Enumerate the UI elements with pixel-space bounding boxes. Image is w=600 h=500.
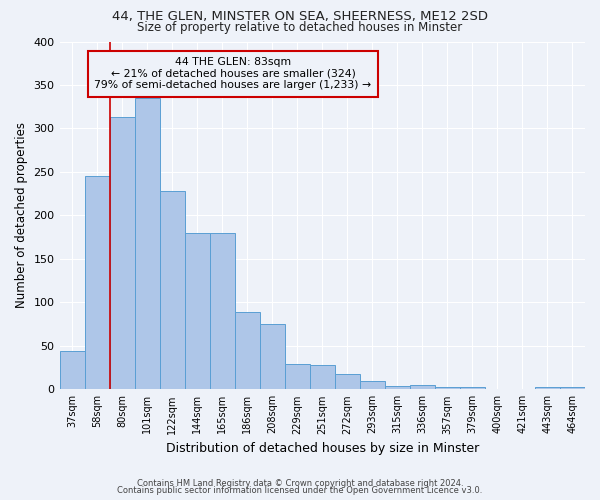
Y-axis label: Number of detached properties: Number of detached properties	[15, 122, 28, 308]
Text: 44, THE GLEN, MINSTER ON SEA, SHEERNESS, ME12 2SD: 44, THE GLEN, MINSTER ON SEA, SHEERNESS,…	[112, 10, 488, 23]
Bar	[260, 324, 285, 390]
Bar	[59, 351, 85, 390]
Bar	[134, 98, 160, 390]
Bar	[385, 386, 410, 390]
Bar	[535, 386, 560, 390]
Bar	[460, 386, 485, 390]
Bar	[235, 312, 260, 390]
Text: Size of property relative to detached houses in Minster: Size of property relative to detached ho…	[137, 21, 463, 34]
Bar	[285, 364, 310, 390]
Text: Contains public sector information licensed under the Open Government Licence v3: Contains public sector information licen…	[118, 486, 482, 495]
Bar	[209, 233, 235, 390]
Bar	[110, 117, 134, 390]
Bar	[560, 386, 585, 390]
X-axis label: Distribution of detached houses by size in Minster: Distribution of detached houses by size …	[166, 442, 479, 455]
Bar	[360, 382, 385, 390]
Text: Contains HM Land Registry data © Crown copyright and database right 2024.: Contains HM Land Registry data © Crown c…	[137, 478, 463, 488]
Bar	[410, 385, 435, 390]
Bar	[310, 365, 335, 390]
Bar	[160, 191, 185, 390]
Bar	[335, 374, 360, 390]
Bar	[185, 233, 209, 390]
Text: 44 THE GLEN: 83sqm
← 21% of detached houses are smaller (324)
79% of semi-detach: 44 THE GLEN: 83sqm ← 21% of detached hou…	[94, 57, 371, 90]
Bar	[435, 386, 460, 390]
Bar	[85, 176, 110, 390]
